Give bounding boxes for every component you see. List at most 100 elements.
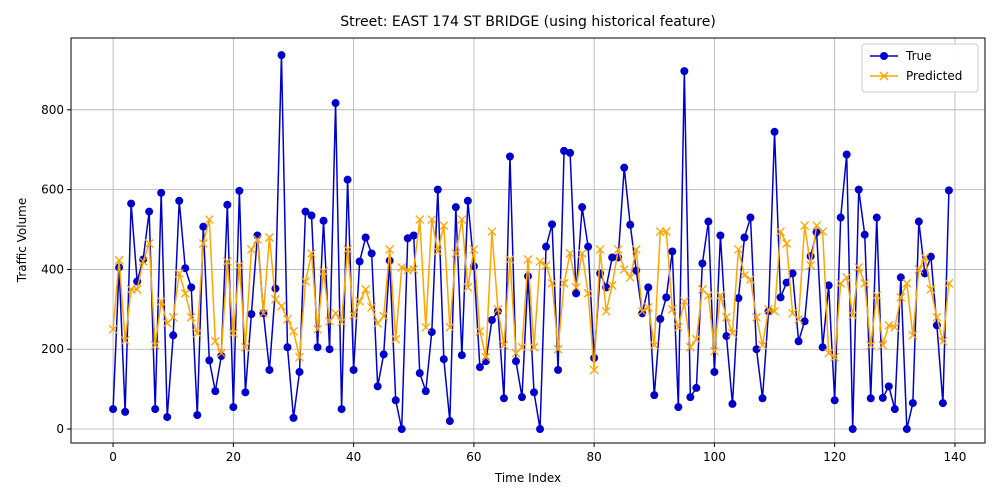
- data-point-true: [319, 216, 328, 225]
- data-point-predicted: [156, 296, 166, 306]
- data-point-true: [229, 403, 238, 412]
- data-point-predicted: [734, 245, 743, 254]
- data-point-true: [175, 196, 184, 205]
- data-point-predicted: [331, 308, 341, 318]
- data-point-predicted: [325, 316, 335, 326]
- data-point-predicted: [391, 334, 401, 344]
- data-point-predicted: [794, 314, 804, 324]
- data-point-true: [752, 345, 761, 354]
- x-tick-label: 100: [703, 450, 726, 464]
- data-point-predicted: [613, 245, 623, 254]
- data-point-true: [517, 393, 526, 402]
- data-point-predicted: [547, 278, 557, 288]
- data-point-predicted: [361, 284, 371, 294]
- x-axis-label: Time Index: [494, 471, 561, 485]
- data-point-true: [578, 203, 587, 212]
- data-point-true: [169, 331, 178, 340]
- data-point-true: [536, 425, 545, 434]
- data-point-true: [403, 234, 412, 243]
- data-point-predicted: [397, 262, 407, 272]
- data-point-true: [271, 284, 280, 293]
- data-point-predicted: [884, 320, 894, 330]
- data-point-true: [722, 332, 731, 341]
- data-point-predicted: [409, 264, 419, 274]
- data-point-true: [241, 388, 250, 397]
- data-point-true: [343, 175, 352, 184]
- legend-marker-true: [880, 52, 888, 60]
- data-point-predicted: [589, 365, 599, 375]
- data-point-predicted: [625, 272, 635, 282]
- data-point-true: [788, 269, 797, 278]
- data-point-predicted: [463, 282, 473, 292]
- data-point-predicted: [667, 304, 677, 314]
- data-point-true: [620, 163, 629, 172]
- data-point-predicted: [872, 290, 882, 300]
- data-point-true: [938, 399, 947, 408]
- data-point-predicted: [860, 278, 870, 288]
- data-point-true: [926, 252, 935, 261]
- data-point-predicted: [727, 328, 737, 338]
- data-point-true: [433, 185, 442, 194]
- data-point-true: [199, 222, 208, 231]
- data-point-predicted: [559, 278, 569, 288]
- data-point-true: [944, 186, 953, 195]
- data-point-true: [397, 425, 406, 434]
- data-point-predicted: [174, 268, 184, 278]
- data-point-true: [758, 394, 767, 403]
- data-point-predicted: [866, 340, 876, 350]
- data-point-true: [415, 369, 424, 378]
- data-point-predicted: [337, 317, 347, 327]
- data-point-predicted: [481, 352, 491, 362]
- data-point-true: [674, 403, 683, 412]
- data-point-true: [914, 217, 923, 226]
- data-point-predicted: [517, 342, 527, 352]
- data-point-predicted: [289, 326, 298, 336]
- data-point-predicted: [758, 340, 767, 350]
- data-point-true: [235, 186, 244, 195]
- data-point-predicted: [487, 227, 497, 236]
- data-point-true: [710, 367, 719, 376]
- data-point-true: [475, 363, 484, 372]
- data-point-true: [379, 350, 388, 359]
- data-point-predicted: [800, 221, 810, 230]
- y-tick-label: 600: [41, 183, 64, 197]
- data-point-predicted: [673, 322, 683, 332]
- data-point-predicted: [138, 256, 148, 266]
- data-point-true: [776, 293, 785, 302]
- data-point-predicted: [457, 215, 467, 225]
- data-point-predicted: [415, 215, 425, 225]
- data-point-true: [680, 67, 689, 76]
- data-point-true: [530, 388, 539, 397]
- data-point-true: [391, 396, 400, 405]
- data-point-predicted: [944, 278, 954, 288]
- data-point-true: [157, 188, 166, 197]
- data-point-predicted: [505, 254, 515, 264]
- data-point-true: [872, 213, 881, 222]
- data-point-true: [121, 407, 130, 416]
- data-point-true: [854, 185, 863, 194]
- data-point-predicted: [685, 342, 695, 352]
- data-point-predicted: [451, 249, 461, 258]
- data-point-true: [289, 413, 298, 422]
- y-tick-label: 200: [41, 342, 64, 356]
- data-point-true: [163, 413, 172, 422]
- data-point-predicted: [144, 239, 154, 248]
- data-point-true: [247, 310, 256, 319]
- y-tick-label: 0: [56, 422, 64, 436]
- data-point-true: [295, 367, 304, 376]
- data-point-predicted: [355, 296, 365, 306]
- data-point-predicted: [854, 262, 864, 272]
- data-point-true: [626, 220, 635, 229]
- data-point-predicted: [301, 276, 310, 286]
- data-point-predicted: [373, 318, 383, 328]
- data-point-true: [427, 328, 436, 337]
- data-point-predicted: [246, 245, 256, 254]
- x-tick-label: 140: [943, 450, 966, 464]
- data-point-predicted: [421, 322, 431, 332]
- x-tick-label: 120: [823, 450, 846, 464]
- x-tick-label: 60: [466, 450, 481, 464]
- data-point-true: [505, 152, 514, 161]
- data-point-predicted: [890, 322, 900, 332]
- data-point-true: [566, 148, 575, 157]
